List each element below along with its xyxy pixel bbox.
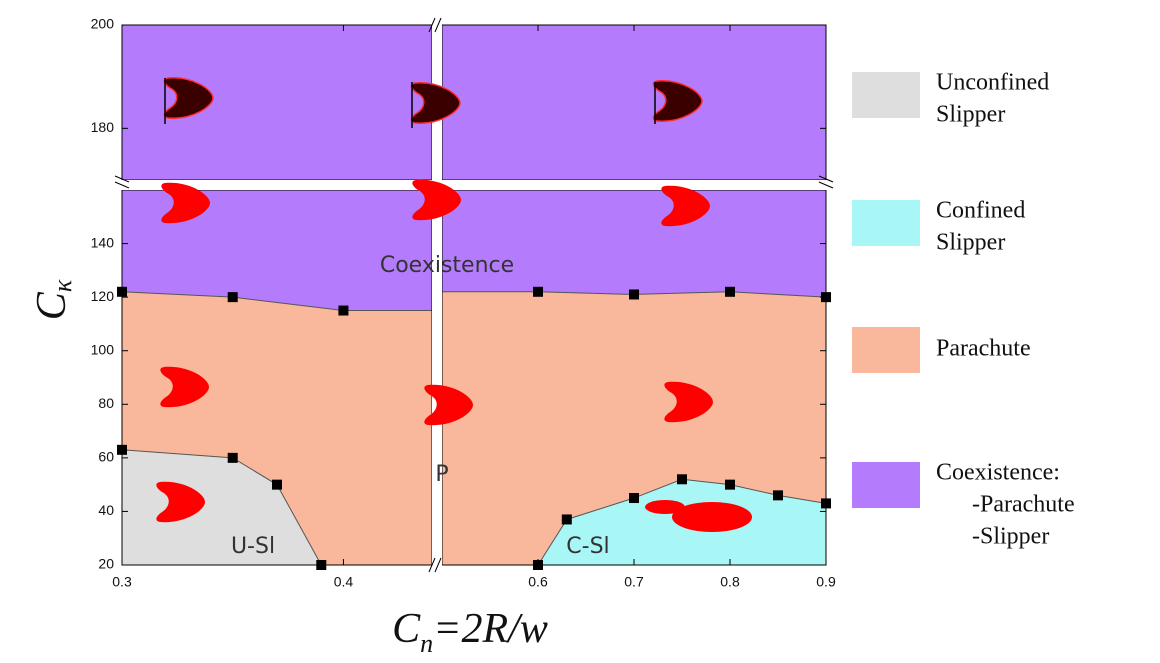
x-axis-title: Cn=2R/w [392, 606, 548, 658]
x-tick-label: 0.6 [528, 574, 548, 590]
legend-label: Parachute [936, 336, 1031, 362]
x-tick-label: 0.9 [816, 574, 836, 590]
y-tick-label: 80 [98, 395, 114, 411]
y-axis-title: Cκ [29, 279, 77, 320]
boundary-point [533, 286, 543, 297]
boundary-point [725, 286, 735, 297]
break-mark [428, 17, 442, 33]
annotation: P [435, 462, 448, 487]
boundary-line [537, 291, 827, 298]
legend-swatch [852, 72, 920, 118]
annotation: U-Sl [231, 534, 275, 559]
y-tick-label: 140 [91, 234, 115, 250]
annotation: Coexistence [380, 253, 514, 278]
axis-break [110, 180, 830, 190]
boundary-point [773, 490, 783, 501]
x-tick-label: 0.3 [112, 574, 132, 590]
legend-label: Coexistence: [936, 460, 1060, 486]
legend-label: -Parachute [972, 492, 1075, 518]
y-tick-label: 120 [91, 288, 115, 304]
break-mark [114, 175, 130, 189]
legend-label: -Slipper [972, 524, 1049, 550]
boundary-point [227, 452, 238, 463]
legend-label: Unconfined [936, 70, 1049, 96]
x-tick-label: 0.4 [334, 574, 354, 590]
y-tick-label: 200 [91, 16, 115, 32]
plot-area: 20 40 60 80 100 120 140 180 200 0.3 0.4 0.6 0.7 0.8 0.… [91, 0, 836, 600]
axis-break [432, 0, 442, 600]
y-tick-label: 100 [91, 341, 115, 357]
x-tick-label: 0.7 [624, 574, 644, 590]
boundary-point [677, 474, 687, 485]
y-tick-label: 60 [98, 449, 114, 465]
boundary-line [121, 449, 322, 566]
boundary-point [338, 305, 349, 316]
legend-swatch [852, 462, 920, 508]
boundary-point [725, 479, 735, 490]
boundary-point [227, 292, 238, 303]
phase-region [442, 479, 826, 565]
boundary-point [561, 514, 572, 525]
legend-label: Slipper [936, 102, 1005, 128]
boundary-point [629, 289, 639, 300]
phase-region [122, 449, 432, 565]
break-mark [428, 557, 442, 573]
legend-swatch [852, 327, 920, 373]
legend-label: Confined [936, 198, 1025, 224]
legend-label: Slipper [936, 230, 1005, 256]
x-tick-label: 0.8 [720, 574, 740, 590]
y-tick-label: 180 [91, 119, 115, 135]
coexistence-region [122, 25, 432, 180]
legend-swatch [852, 200, 920, 246]
y-tick-label: 40 [98, 502, 114, 518]
cell-icons [156, 77, 752, 532]
break-mark [818, 175, 834, 189]
boundary-point [629, 493, 639, 504]
y-tick-label: 20 [98, 556, 114, 572]
boundary-point [272, 479, 282, 490]
annotation: C-Sl [566, 534, 609, 559]
annotations: Coexistence P U-Sl C-Sl [231, 253, 610, 559]
coexistence-region [442, 25, 826, 180]
